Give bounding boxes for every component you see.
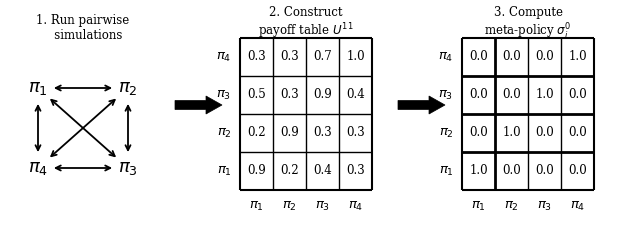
- Text: 0.9: 0.9: [247, 164, 266, 177]
- Text: 0.3: 0.3: [280, 89, 299, 102]
- Text: 2. Construct
payoff table $U^{11}$: 2. Construct payoff table $U^{11}$: [258, 6, 354, 41]
- Text: $\pi_2$: $\pi_2$: [504, 199, 519, 213]
- Text: 0.4: 0.4: [346, 89, 365, 102]
- Text: 0.0: 0.0: [535, 164, 554, 177]
- Text: 0.0: 0.0: [469, 51, 488, 63]
- Text: $\pi_4$: $\pi_4$: [28, 159, 48, 177]
- Text: $\pi_4$: $\pi_4$: [438, 51, 453, 63]
- Text: 0.0: 0.0: [535, 126, 554, 140]
- Text: $\pi_1$: $\pi_1$: [438, 164, 453, 178]
- Text: 1.0: 1.0: [568, 51, 587, 63]
- Text: 0.3: 0.3: [346, 126, 365, 140]
- Text: $\pi_1$: $\pi_1$: [28, 79, 48, 97]
- Text: $\pi_3$: $\pi_3$: [537, 199, 552, 213]
- Text: 0.0: 0.0: [469, 126, 488, 140]
- Text: $\pi_2$: $\pi_2$: [217, 126, 232, 140]
- Text: 0.3: 0.3: [280, 51, 299, 63]
- Text: 1.0: 1.0: [469, 164, 488, 177]
- Text: $\pi_2$: $\pi_2$: [282, 199, 297, 213]
- Text: 0.5: 0.5: [247, 89, 266, 102]
- Text: 1.0: 1.0: [502, 126, 521, 140]
- Text: $\pi_3$: $\pi_3$: [216, 88, 232, 102]
- Text: $\pi_1$: $\pi_1$: [216, 164, 232, 178]
- Text: 1.0: 1.0: [535, 89, 554, 102]
- Text: $\pi_3$: $\pi_3$: [118, 159, 138, 177]
- Text: 0.0: 0.0: [502, 51, 521, 63]
- Polygon shape: [175, 96, 222, 114]
- Text: $\pi_4$: $\pi_4$: [570, 199, 585, 213]
- Text: 0.9: 0.9: [313, 89, 332, 102]
- Text: 0.2: 0.2: [280, 164, 299, 177]
- Text: 0.4: 0.4: [313, 164, 332, 177]
- Text: 0.0: 0.0: [568, 126, 587, 140]
- Text: $\pi_3$: $\pi_3$: [315, 199, 330, 213]
- Polygon shape: [398, 96, 445, 114]
- Text: $\pi_2$: $\pi_2$: [439, 126, 453, 140]
- Text: 0.2: 0.2: [247, 126, 266, 140]
- Text: $\pi_4$: $\pi_4$: [216, 51, 232, 63]
- Text: $\pi_3$: $\pi_3$: [438, 88, 453, 102]
- Text: 0.0: 0.0: [568, 89, 587, 102]
- Text: 0.0: 0.0: [568, 164, 587, 177]
- Text: 0.7: 0.7: [313, 51, 332, 63]
- Text: 0.0: 0.0: [535, 51, 554, 63]
- Text: $\pi_4$: $\pi_4$: [348, 199, 363, 213]
- Text: 0.9: 0.9: [280, 126, 299, 140]
- Text: 0.0: 0.0: [502, 164, 521, 177]
- Text: $\pi_2$: $\pi_2$: [118, 79, 138, 97]
- Text: $\pi_1$: $\pi_1$: [249, 199, 264, 213]
- Text: 0.3: 0.3: [247, 51, 266, 63]
- Text: $\pi_1$: $\pi_1$: [471, 199, 486, 213]
- Text: 0.0: 0.0: [502, 89, 521, 102]
- Text: 0.3: 0.3: [313, 126, 332, 140]
- Text: 1.0: 1.0: [346, 51, 365, 63]
- Text: 1. Run pairwise
   simulations: 1. Run pairwise simulations: [36, 14, 130, 42]
- Text: 3. Compute
meta-policy $\sigma_i^0$: 3. Compute meta-policy $\sigma_i^0$: [484, 6, 572, 42]
- Text: 0.0: 0.0: [469, 89, 488, 102]
- Text: 0.3: 0.3: [346, 164, 365, 177]
